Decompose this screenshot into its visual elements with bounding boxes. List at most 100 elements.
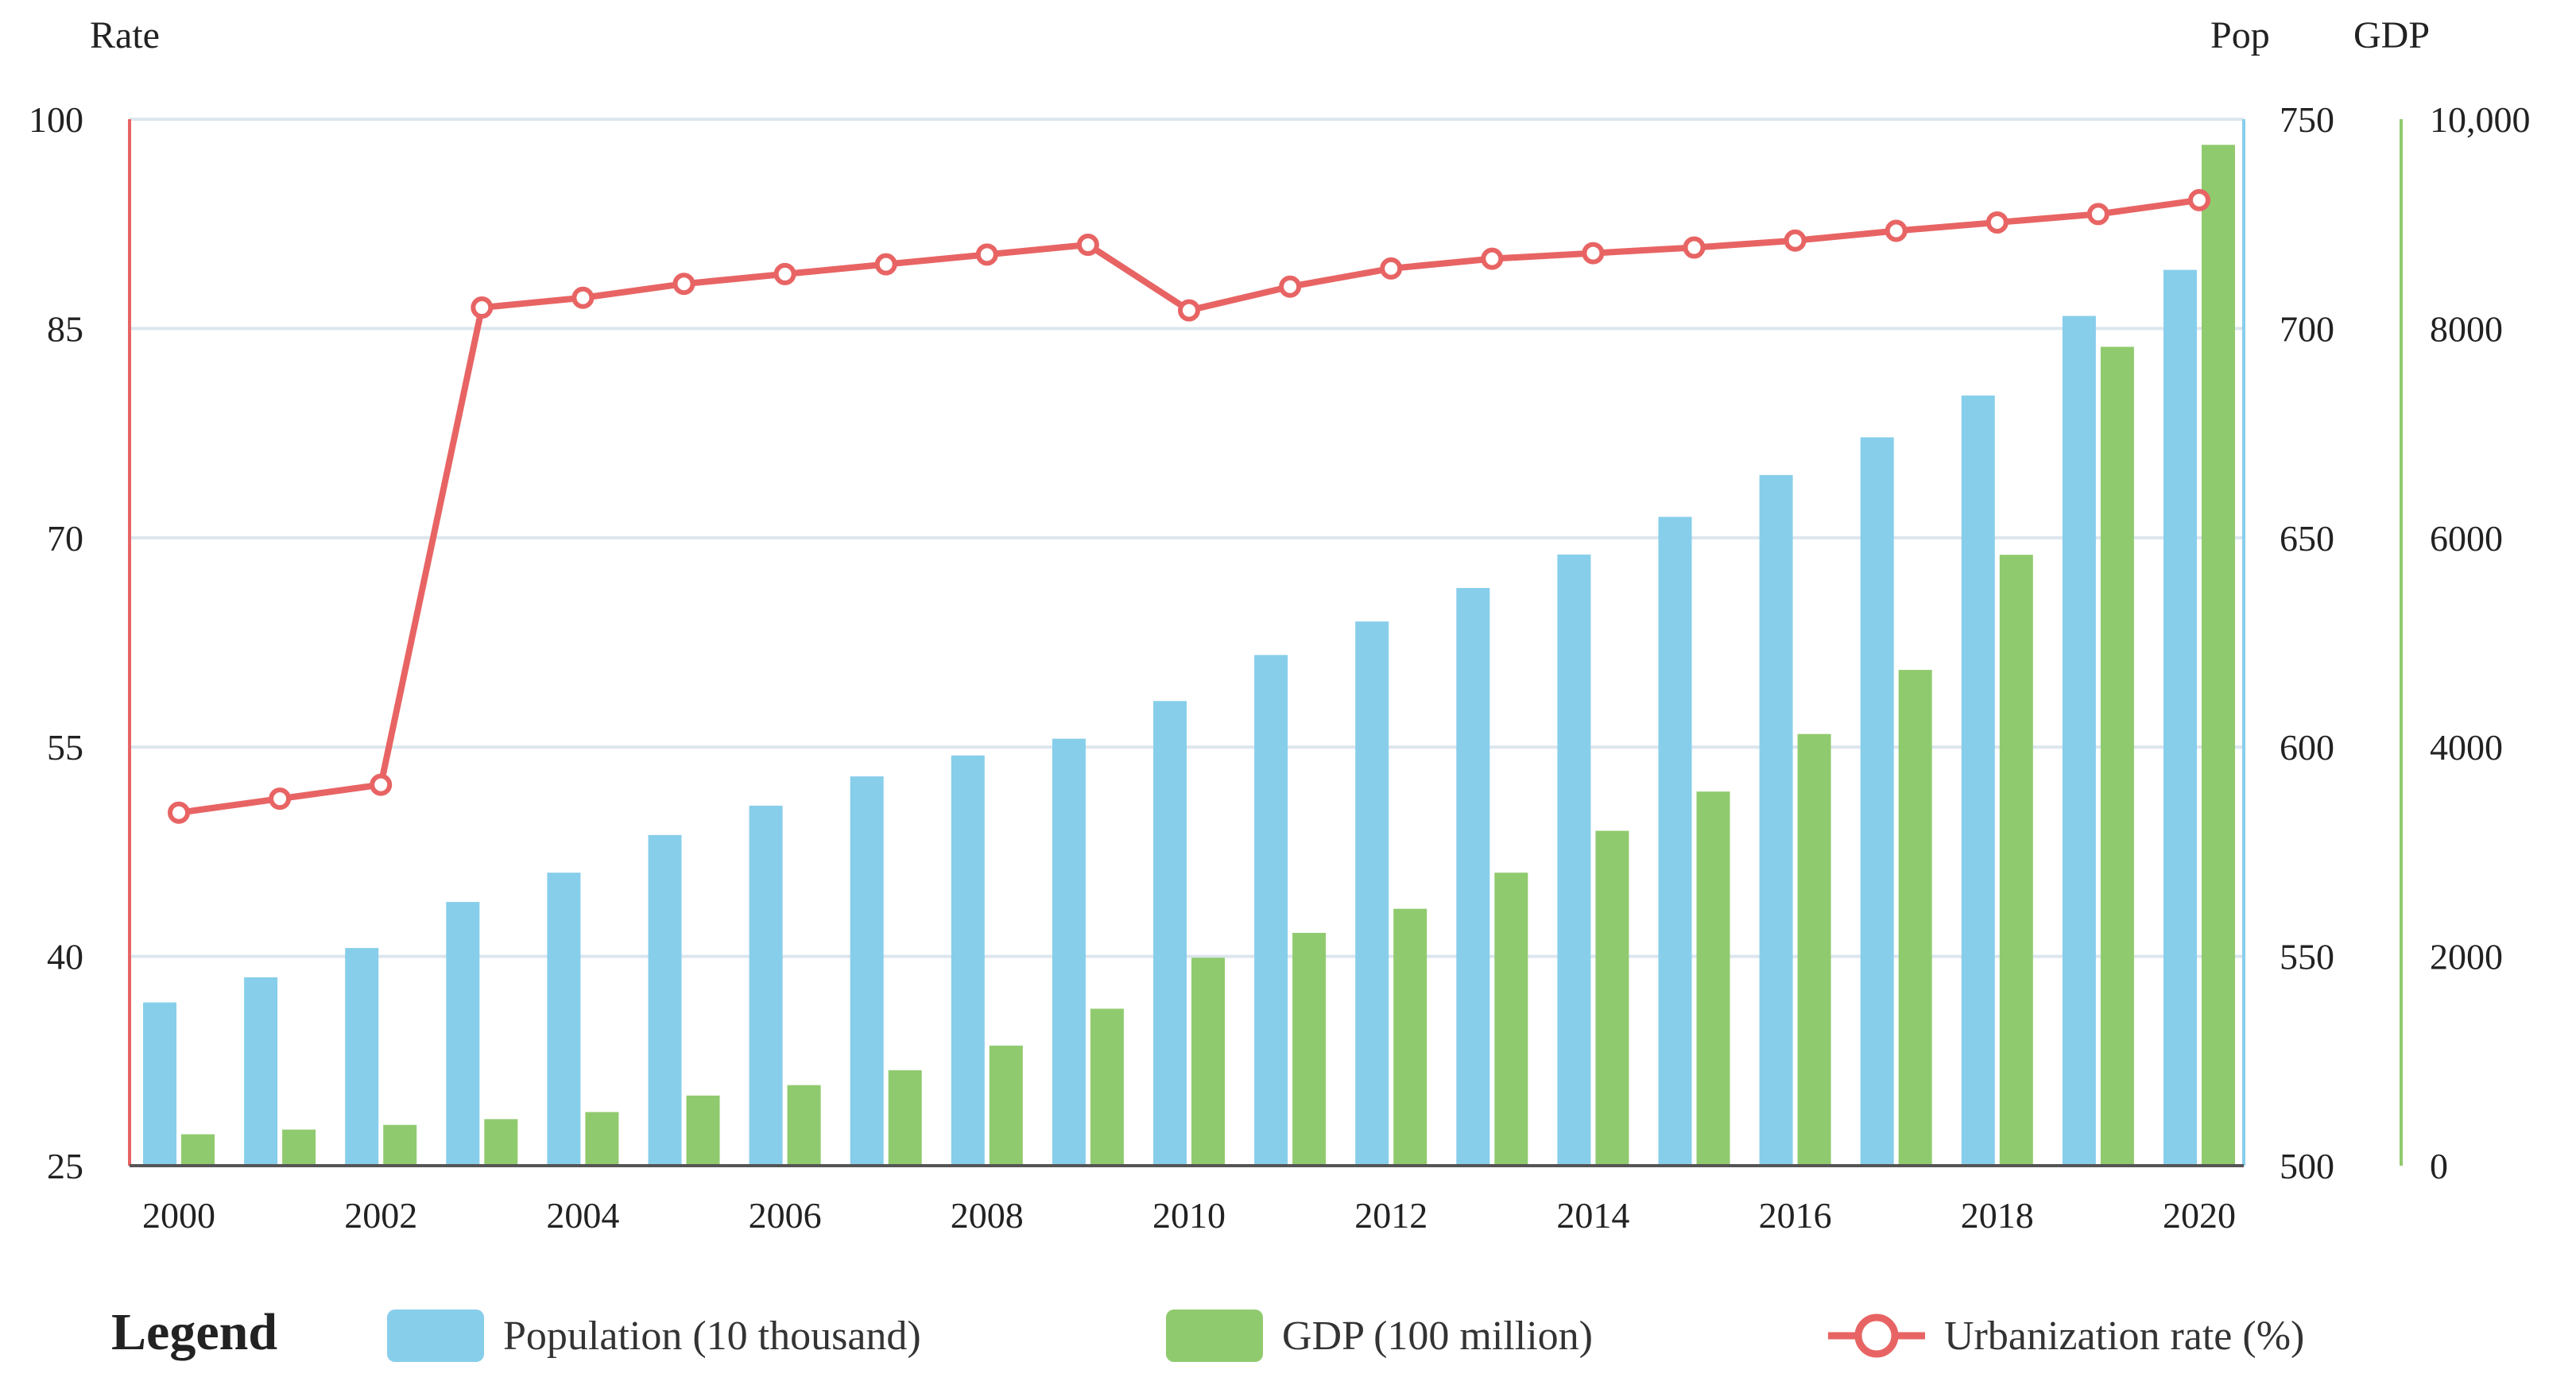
- population-bar-2012: [1355, 621, 1389, 1166]
- population-bar-2013: [1456, 588, 1490, 1166]
- gdp-bar-2009: [1090, 1008, 1124, 1166]
- legend-marker-urbanization: [1854, 1313, 1899, 1358]
- urbanization-point-2003: [471, 296, 494, 319]
- legend-swatch-population: [387, 1310, 484, 1362]
- urbanization-point-2018: [1985, 211, 2009, 234]
- rate-tick-70: 70: [47, 518, 83, 559]
- x-tick-2008: 2008: [951, 1195, 1024, 1236]
- gdp-bar-2019: [2100, 346, 2134, 1166]
- urbanization-point-2014: [1582, 242, 1605, 265]
- population-bar-2000: [143, 1002, 176, 1166]
- gdp-bar-2017: [1898, 670, 1932, 1166]
- pop-tick-650: 650: [2280, 518, 2334, 559]
- rate-tick-100: 100: [29, 99, 83, 140]
- gdp-tick-4000: 4000: [2430, 727, 2503, 768]
- legend-label-population: Population (10 thousand): [503, 1313, 921, 1359]
- urbanization-point-2011: [1279, 275, 1302, 298]
- gdp-bar-2015: [1696, 791, 1730, 1166]
- population-bar-2008: [951, 755, 985, 1166]
- gdp-bar-2018: [1999, 555, 2033, 1166]
- gdp-bar-2004: [585, 1112, 619, 1166]
- legend-title: Legend: [111, 1303, 277, 1361]
- population-bar-2002: [345, 948, 379, 1166]
- urbanization-point-2009: [1076, 234, 1099, 257]
- gdp-bar-2013: [1494, 872, 1528, 1166]
- urbanization-point-2012: [1380, 257, 1403, 280]
- tick-labels: 25 40 55 70 85 100 500 550 600 650 700 750 0 2000 4000…: [29, 99, 2531, 1236]
- x-tick-2002: 2002: [344, 1195, 417, 1236]
- population-bar-2004: [547, 872, 581, 1166]
- rate-tick-85: 85: [47, 308, 83, 349]
- gdp-bar-2000: [181, 1134, 215, 1166]
- gdp-bar-2006: [787, 1085, 821, 1166]
- gdp-bar-2010: [1191, 958, 1225, 1166]
- x-tick-2006: 2006: [749, 1195, 822, 1236]
- x-tick-2012: 2012: [1354, 1195, 1427, 1236]
- gdp-bar-2007: [888, 1070, 922, 1166]
- gdp-tick-2000: 2000: [2430, 937, 2503, 977]
- population-bar-2016: [1759, 474, 1793, 1166]
- x-tick-2000: 2000: [142, 1195, 215, 1236]
- gdp-tick-0: 0: [2430, 1146, 2448, 1186]
- pop-tick-750: 750: [2280, 99, 2334, 140]
- gdp-bar-2014: [1595, 830, 1629, 1166]
- population-bar-2019: [2062, 315, 2096, 1166]
- pop-tick-550: 550: [2280, 937, 2334, 977]
- urbanization-point-2019: [2086, 203, 2109, 226]
- population-bar-2014: [1557, 554, 1591, 1166]
- population-bar-2009: [1052, 738, 1086, 1166]
- gdp-tick-10000: 10,000: [2430, 99, 2531, 140]
- population-bar-2015: [1658, 516, 1692, 1166]
- urbanization-point-2008: [975, 243, 998, 266]
- urbanization-point-2016: [1784, 229, 1807, 252]
- gdp-bar-2016: [1797, 733, 1831, 1166]
- urbanization-point-2004: [571, 286, 595, 309]
- bar-series: [143, 145, 2235, 1166]
- pop-axis-title: Pop: [2210, 14, 2270, 56]
- x-tick-2020: 2020: [2163, 1195, 2236, 1236]
- urbanization-line: [178, 196, 2200, 816]
- urbanization-line-series: [168, 188, 2210, 824]
- urbanization-point-2007: [874, 253, 897, 276]
- gdp-bar-2012: [1393, 908, 1427, 1166]
- urbanization-point-2002: [370, 773, 393, 796]
- gdp-bar-2020: [2202, 145, 2235, 1166]
- gdp-bar-2001: [282, 1129, 316, 1166]
- legend-swatch-gdp: [1166, 1310, 1263, 1362]
- gdp-tick-8000: 8000: [2430, 308, 2503, 349]
- urbanization-point-2015: [1683, 236, 1706, 259]
- pop-tick-500: 500: [2280, 1146, 2334, 1186]
- urbanization-point-2017: [1885, 219, 1908, 242]
- gdp-bar-2003: [484, 1119, 518, 1166]
- urbanization-point-2013: [1481, 247, 1504, 270]
- population-bar-2010: [1153, 701, 1187, 1166]
- legend-label-urbanization: Urbanization rate (%): [1944, 1313, 2304, 1359]
- population-bar-2020: [2163, 269, 2197, 1166]
- pop-tick-700: 700: [2280, 308, 2334, 349]
- population-bar-2007: [850, 776, 884, 1166]
- gdp-bar-2002: [383, 1124, 417, 1166]
- gdp-bar-2005: [686, 1095, 720, 1166]
- population-bar-2006: [749, 805, 783, 1166]
- rate-tick-40: 40: [47, 937, 83, 977]
- gdp-bar-2011: [1292, 932, 1327, 1166]
- axes: [128, 119, 2403, 1167]
- left-axis-title: Rate: [90, 14, 160, 56]
- urbanization-point-2005: [672, 273, 695, 296]
- gdp-axis-title: GDP: [2353, 14, 2430, 56]
- population-bar-2018: [1961, 395, 1995, 1166]
- population-bar-2003: [446, 902, 480, 1166]
- legend-label-gdp: GDP (100 million): [1282, 1313, 1593, 1359]
- x-tick-2016: 2016: [1759, 1195, 1832, 1236]
- gdp-bar-2008: [989, 1045, 1023, 1166]
- x-tick-2010: 2010: [1152, 1195, 1226, 1236]
- x-tick-2014: 2014: [1556, 1195, 1629, 1236]
- rate-tick-25: 25: [47, 1146, 83, 1186]
- population-bar-2005: [648, 834, 682, 1166]
- population-bar-2001: [244, 977, 278, 1166]
- population-bar-2011: [1254, 655, 1288, 1166]
- urbanization-point-2000: [168, 801, 190, 824]
- urbanization-point-2020: [2188, 188, 2210, 211]
- x-tick-2018: 2018: [1961, 1195, 2034, 1236]
